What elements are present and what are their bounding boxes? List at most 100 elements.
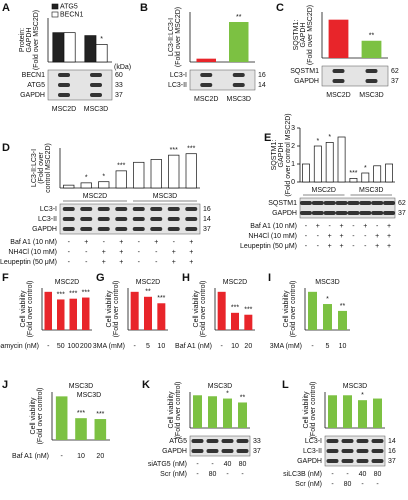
- bar: [349, 178, 358, 183]
- blot-band: [58, 83, 70, 87]
- y-axis-label: (Fold over MSC2D): [175, 7, 182, 67]
- blot: [47, 69, 113, 101]
- treatment-mark: -: [85, 249, 88, 256]
- blot-label: GAPDH: [294, 78, 319, 85]
- blot-band: [167, 227, 180, 231]
- bar: [361, 40, 382, 58]
- bar: [313, 145, 322, 183]
- y-axis-label: (Fold over: [38, 152, 45, 184]
- kda-unit: (kDa): [114, 64, 131, 71]
- bar: [98, 181, 110, 189]
- blot-band: [62, 217, 75, 221]
- treatment-mark: 80: [374, 471, 382, 478]
- panel-letter: E: [264, 132, 271, 144]
- treatment-mark: +: [119, 249, 123, 256]
- y-axis-label: (Fold over MSC2D): [307, 5, 314, 65]
- significance: ***: [57, 291, 65, 298]
- treatment-label: Scr (nM): [295, 481, 322, 488]
- blot-band: [80, 227, 93, 231]
- blot-band: [132, 217, 145, 221]
- y-axis-label: Cell viability: [106, 290, 113, 327]
- blot-band: [371, 449, 384, 453]
- bar: [328, 395, 337, 428]
- blot-band: [371, 439, 384, 443]
- treatment-mark: +: [119, 259, 123, 266]
- blot-band: [191, 449, 204, 453]
- blot-label: LC3-I: [40, 206, 57, 213]
- panel-title: MSC3D: [208, 383, 233, 390]
- panel-title: MSC2D: [223, 279, 248, 286]
- bar: [157, 303, 166, 330]
- treatment-mark: +: [119, 239, 123, 246]
- bar: [217, 291, 226, 330]
- treatment-label: Baf A1 (nM): [175, 343, 212, 350]
- treatment-mark: 200: [80, 343, 92, 350]
- blot-band: [365, 79, 378, 83]
- treatment-mark: -: [352, 233, 355, 240]
- blot-band: [347, 201, 360, 205]
- treatment-mark: +: [189, 259, 193, 266]
- significance: **: [145, 289, 151, 296]
- treatment-mark: +: [102, 259, 106, 266]
- significance: ***: [77, 410, 85, 417]
- blot-band: [150, 227, 163, 231]
- blot-band: [58, 93, 70, 97]
- significance: *: [100, 36, 103, 43]
- group-label: MSC3D: [359, 187, 384, 194]
- panel-letter: J: [2, 379, 8, 391]
- y-axis-label: (Fold over control MSC2D): [285, 113, 292, 196]
- blot-kda: 14: [388, 438, 396, 445]
- blot-kda: 60: [115, 72, 123, 79]
- group-label: MSC3D: [153, 193, 178, 200]
- blot-band: [332, 69, 345, 73]
- blot-band: [200, 83, 213, 87]
- treatment-mark: -: [352, 223, 355, 230]
- blot-label: LC3-I: [305, 438, 322, 445]
- treatment-mark: -: [47, 343, 50, 350]
- y-axis-label: SQSTM1:: [271, 140, 278, 171]
- panel-subtitle: MSC3D: [77, 392, 102, 399]
- blot-band: [335, 201, 348, 205]
- significance: ***: [187, 146, 195, 153]
- treatment-mark: -: [331, 481, 334, 488]
- bar: [144, 296, 152, 330]
- y-tick-label: 3: [291, 125, 295, 132]
- treatment-mark: -: [138, 249, 141, 256]
- y-axis-label: LC3-II:LC3-I: [31, 149, 38, 187]
- significance: ***: [117, 163, 125, 170]
- blot-band: [356, 439, 369, 443]
- blot-label: SQSTM1: [268, 200, 297, 207]
- blot-kda: 14: [258, 82, 266, 89]
- treatment-mark: 10: [339, 343, 347, 350]
- treatment-mark: 80: [344, 481, 352, 488]
- blot-band: [191, 439, 204, 443]
- treatment-mark: -: [305, 233, 308, 240]
- blot-band: [341, 439, 354, 443]
- significance: ***: [96, 411, 104, 418]
- blot-band: [335, 211, 348, 215]
- blot-band: [221, 439, 234, 443]
- bar: [325, 142, 334, 183]
- panel-letter: H: [182, 272, 190, 284]
- blot-band: [200, 73, 213, 77]
- treatment-mark: +: [375, 243, 379, 250]
- panel-title: MSC3D: [315, 279, 340, 286]
- blot-band: [299, 201, 312, 205]
- panel-letter: D: [2, 142, 10, 154]
- panel-title: MSC2D: [55, 279, 80, 286]
- treatment-mark: 10: [231, 343, 239, 350]
- treatment-mark: 50: [57, 343, 65, 350]
- panel-title: MSC3D: [343, 383, 368, 390]
- blot-band: [311, 201, 324, 205]
- blot-band: [347, 211, 360, 215]
- treatment-label: siLC3B (nM): [283, 471, 322, 478]
- blot-band: [326, 459, 339, 463]
- legend-label: BECN1: [60, 11, 83, 18]
- bar: [168, 154, 180, 189]
- x-tick-label: MSC2D: [194, 96, 219, 103]
- treatment-mark: -: [138, 259, 141, 266]
- treatment-mark: -: [85, 259, 88, 266]
- blot-band: [97, 207, 110, 211]
- blot-band: [299, 211, 312, 215]
- y-axis-label: (Fold over control): [175, 382, 182, 439]
